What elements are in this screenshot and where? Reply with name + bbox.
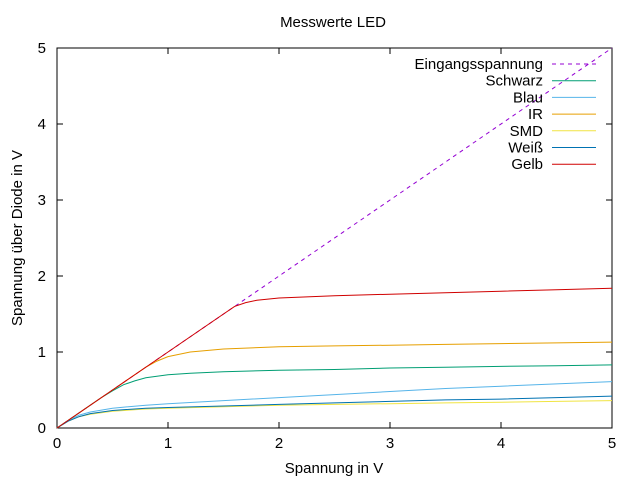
series-line-blau [56, 381, 613, 429]
chart-title: Messwerte LED [280, 14, 386, 31]
legend-label: Gelb [511, 156, 543, 173]
series-line-gelb [56, 287, 613, 429]
series-line-wei- [56, 395, 613, 429]
legend-label: Eingangsspannung [415, 56, 543, 73]
legend-label: IR [528, 106, 543, 123]
axis-ticks: 0 1 2 3 4 5 0 1 2 3 4 5 [38, 40, 617, 452]
y-tick-label: 3 [38, 192, 46, 209]
y-tick-label: 5 [38, 40, 46, 57]
y-tick-label: 0 [38, 420, 46, 437]
legend-label: Schwarz [485, 73, 543, 90]
legend-label: SMD [510, 123, 544, 140]
x-tick-label: 0 [53, 435, 61, 452]
x-axis-label: Spannung in V [285, 460, 383, 477]
x-tick-label: 1 [164, 435, 172, 452]
x-tick-label: 4 [497, 435, 505, 452]
series-lines [56, 47, 613, 429]
legend-label: Blau [513, 89, 543, 106]
x-tick-label: 5 [608, 435, 616, 452]
legend-label: Weiß [508, 140, 543, 157]
y-tick-label: 4 [38, 116, 46, 133]
y-tick-label: 1 [38, 344, 46, 361]
x-tick-label: 2 [275, 435, 283, 452]
x-tick-label: 3 [386, 435, 394, 452]
plot-frame [56, 47, 613, 429]
y-axis-label: Spannung über Diode in V [9, 150, 26, 326]
y-tick-label: 2 [38, 268, 46, 285]
